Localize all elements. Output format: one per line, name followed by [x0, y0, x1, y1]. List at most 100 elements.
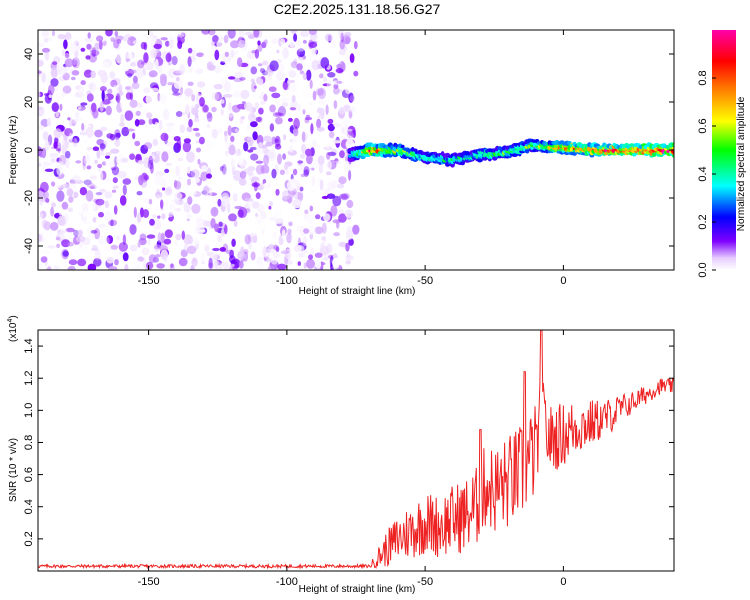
heatmap-cell: [187, 196, 193, 205]
heatmap-cell: [221, 228, 225, 237]
heatmap-cell: [288, 70, 297, 78]
heatmap-cell: [277, 263, 287, 270]
heatmap-cell: [45, 267, 52, 270]
heatmap-cell: [178, 257, 188, 267]
heatmap-cell: [233, 219, 238, 227]
heatmap-cell: [74, 50, 79, 58]
heatmap-cell: [131, 118, 137, 127]
heatmap-cell: [118, 242, 128, 252]
heatmap-cell: [57, 229, 66, 235]
heatmap-cell: [41, 219, 48, 229]
heatmap-cell: [314, 226, 324, 235]
heatmap-cell: [214, 91, 222, 102]
heatmap-cell: [211, 106, 217, 113]
heatmap-cell: [90, 185, 97, 190]
heatmap-cell: [99, 101, 104, 112]
heatmap-cell: [59, 229, 69, 239]
heatmap-cell: [340, 242, 347, 249]
heatmap-cell: [135, 67, 144, 79]
heatmap-cell: [53, 141, 58, 149]
heatmap-cell: [51, 30, 56, 37]
heatmap-x-label: Height of straight line (km): [299, 286, 416, 297]
heatmap-cell: [86, 146, 93, 151]
heatmap-cell: [94, 159, 98, 164]
heatmap-cell: [230, 259, 238, 264]
heatmap-cell: [327, 72, 336, 78]
heatmap-cell: [130, 244, 138, 252]
heatmap-cell: [203, 185, 210, 196]
heatmap-cell: [118, 84, 123, 93]
heatmap-cell: [51, 102, 59, 112]
heatmap-cell: [92, 80, 99, 85]
heatmap-cell: [230, 172, 235, 177]
heatmap-cell: [345, 229, 354, 240]
heatmap-cell: [152, 214, 157, 219]
snr-series-line: [38, 330, 674, 570]
heatmap-cell: [318, 163, 324, 174]
heatmap-cell: [299, 225, 307, 237]
heatmap-cell: [70, 36, 80, 45]
heatmap-cell: [221, 195, 230, 208]
heatmap-cell: [325, 159, 332, 171]
heatmap-cell: [147, 159, 154, 170]
heatmap-cell: [232, 170, 242, 181]
heatmap-cell: [134, 140, 141, 147]
heatmap-cell: [150, 48, 157, 59]
heatmap-cell: [125, 58, 131, 62]
heatmap-cell: [87, 263, 97, 270]
heatmap-cell: [71, 175, 81, 183]
heatmap-cell: [166, 186, 172, 194]
heatmap-cell: [303, 169, 310, 177]
heatmap-cell: [39, 213, 44, 219]
heatmap-cell: [327, 181, 335, 191]
heatmap-cell: [258, 167, 267, 174]
heatmap-cell: [190, 169, 200, 178]
heatmap-cell: [108, 266, 118, 270]
heatmap-cell: [346, 226, 353, 232]
heatmap-cell: [165, 162, 173, 167]
heatmap-cell: [296, 103, 301, 112]
y-tick-label: 1.0: [23, 403, 35, 418]
heatmap-cell: [154, 174, 162, 186]
heatmap-cell: [230, 158, 235, 168]
heatmap-cell: [77, 247, 83, 256]
heatmap-cell: [230, 50, 235, 58]
heatmap-cell: [156, 263, 165, 269]
heatmap-cell: [251, 81, 257, 93]
heatmap-cell: [143, 257, 147, 269]
heatmap-cell: [308, 30, 317, 36]
heatmap-cell: [99, 143, 106, 150]
heatmap-cell: [230, 40, 240, 49]
heatmap-cell: [259, 211, 267, 220]
heatmap-cell: [266, 232, 272, 243]
heatmap-cell: [105, 178, 111, 183]
heatmap-cell: [67, 265, 76, 270]
snr-x-label: Height of straight line (km): [299, 584, 416, 595]
heatmap-cell: [56, 61, 63, 69]
heatmap-cell: [268, 205, 272, 210]
heatmap-cell: [89, 158, 98, 170]
heatmap-cell: [303, 228, 310, 234]
heatmap-cell: [244, 31, 254, 36]
heatmap-cell: [129, 99, 138, 109]
heatmap-cell: [98, 224, 107, 228]
heatmap-cell: [181, 230, 185, 240]
y-tick-label: -20: [23, 190, 35, 206]
heatmap-cell: [346, 199, 354, 209]
heatmap-cell: [243, 168, 250, 174]
heatmap-cell: [131, 266, 142, 270]
heatmap-cell: [237, 40, 247, 48]
heatmap-cell: [321, 236, 327, 241]
heatmap-cell: [148, 198, 153, 205]
heatmap-cell: [186, 126, 193, 133]
heatmap-cell: [167, 82, 175, 86]
heatmap-cell: [262, 60, 269, 66]
heatmap-cell: [197, 81, 206, 88]
heatmap-cell: [127, 73, 133, 78]
snr-panel: -150 -100 -50 0 0.2 0.4 0.6 0.8 1.0 1.2 1.4 Heigh…: [7, 315, 675, 595]
heatmap-cell: [214, 223, 220, 232]
heatmap-cell: [237, 157, 243, 165]
heatmap-cell: [183, 216, 191, 220]
heatmap-cell: [48, 94, 52, 98]
heatmap-cell: [168, 68, 177, 79]
